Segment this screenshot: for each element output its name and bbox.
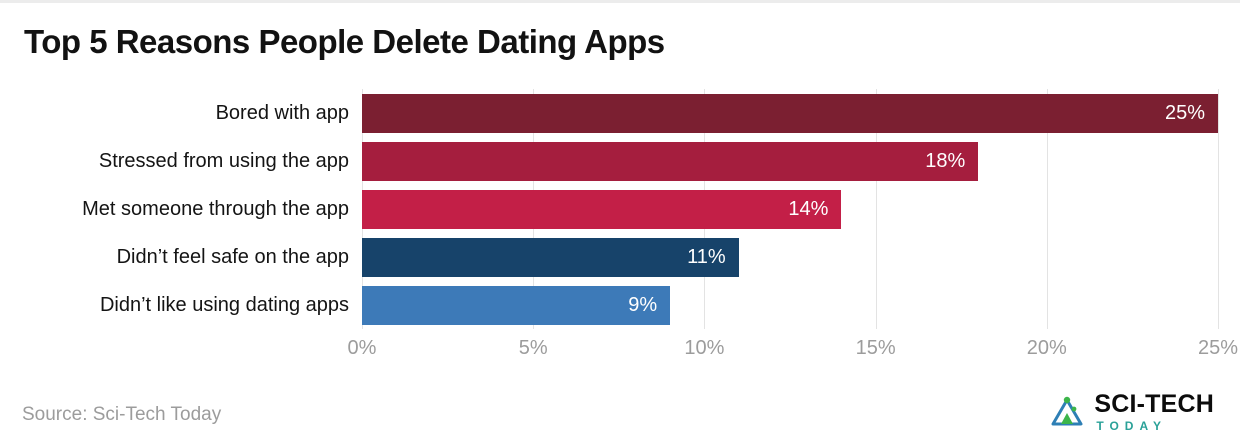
axis-tick-label: 10% (684, 337, 725, 359)
category-label: Didn’t like using dating apps (99, 293, 349, 316)
axis-tick-label: 15% (855, 337, 896, 359)
gridline (1046, 89, 1048, 329)
category-label: Met someone through the app (82, 197, 349, 220)
x-axis: 0% 5% 10% 15% 20% 25% (348, 337, 1238, 363)
gridline (1218, 89, 1219, 329)
brand-subname: TODAY (1096, 419, 1168, 433)
bar-row: 9% (362, 281, 1218, 329)
bar-row: 18% (362, 137, 1218, 185)
bar-chart: Bored with app Stressed from using the ap… (0, 89, 1238, 363)
bar: 11% (362, 237, 739, 277)
plot-area: 25% 18% 14% 11% 9% (362, 89, 1219, 329)
category-label: Bored with app (215, 101, 349, 124)
axis-tick-label: 25% (1197, 337, 1239, 359)
brand-logo: SCI-TECH TODAY (1049, 392, 1214, 432)
category-label: Stressed from using the app (98, 149, 349, 172)
axis-tick-label: 20% (1026, 337, 1067, 359)
brand-logo-text: SCI-TECH TODAY (1094, 390, 1214, 433)
bar: 18% (362, 141, 979, 181)
bar-value-label: 18% (925, 149, 966, 172)
bar: 9% (362, 285, 671, 325)
bar-row: 25% (362, 89, 1218, 137)
category-label: Didn’t feel safe on the app (116, 245, 349, 268)
bar-value-label: 25% (1164, 101, 1205, 124)
bar-row: 14% (362, 185, 1218, 233)
axis-tick-label: 5% (518, 337, 548, 359)
bar-value-label: 14% (788, 197, 829, 220)
bar-value-label: 9% (628, 293, 658, 316)
gridline (875, 89, 877, 329)
page-title: Top 5 Reasons People Delete Dating Apps (24, 23, 665, 60)
bar: 25% (362, 93, 1218, 133)
source-text: Source: Sci-Tech Today (22, 404, 222, 425)
bar-value-label: 11% (687, 245, 726, 268)
bar: 14% (362, 189, 842, 229)
category-labels: Bored with app Stressed from using the ap… (0, 89, 362, 329)
bar-row: 11% (362, 233, 1218, 281)
flask-triangle-icon (1051, 396, 1083, 426)
axis-tick-label: 0% (347, 337, 377, 359)
bar-rows: 25% 18% 14% 11% 9% (362, 89, 1218, 329)
brand-name: SCI-TECH (1094, 390, 1214, 418)
